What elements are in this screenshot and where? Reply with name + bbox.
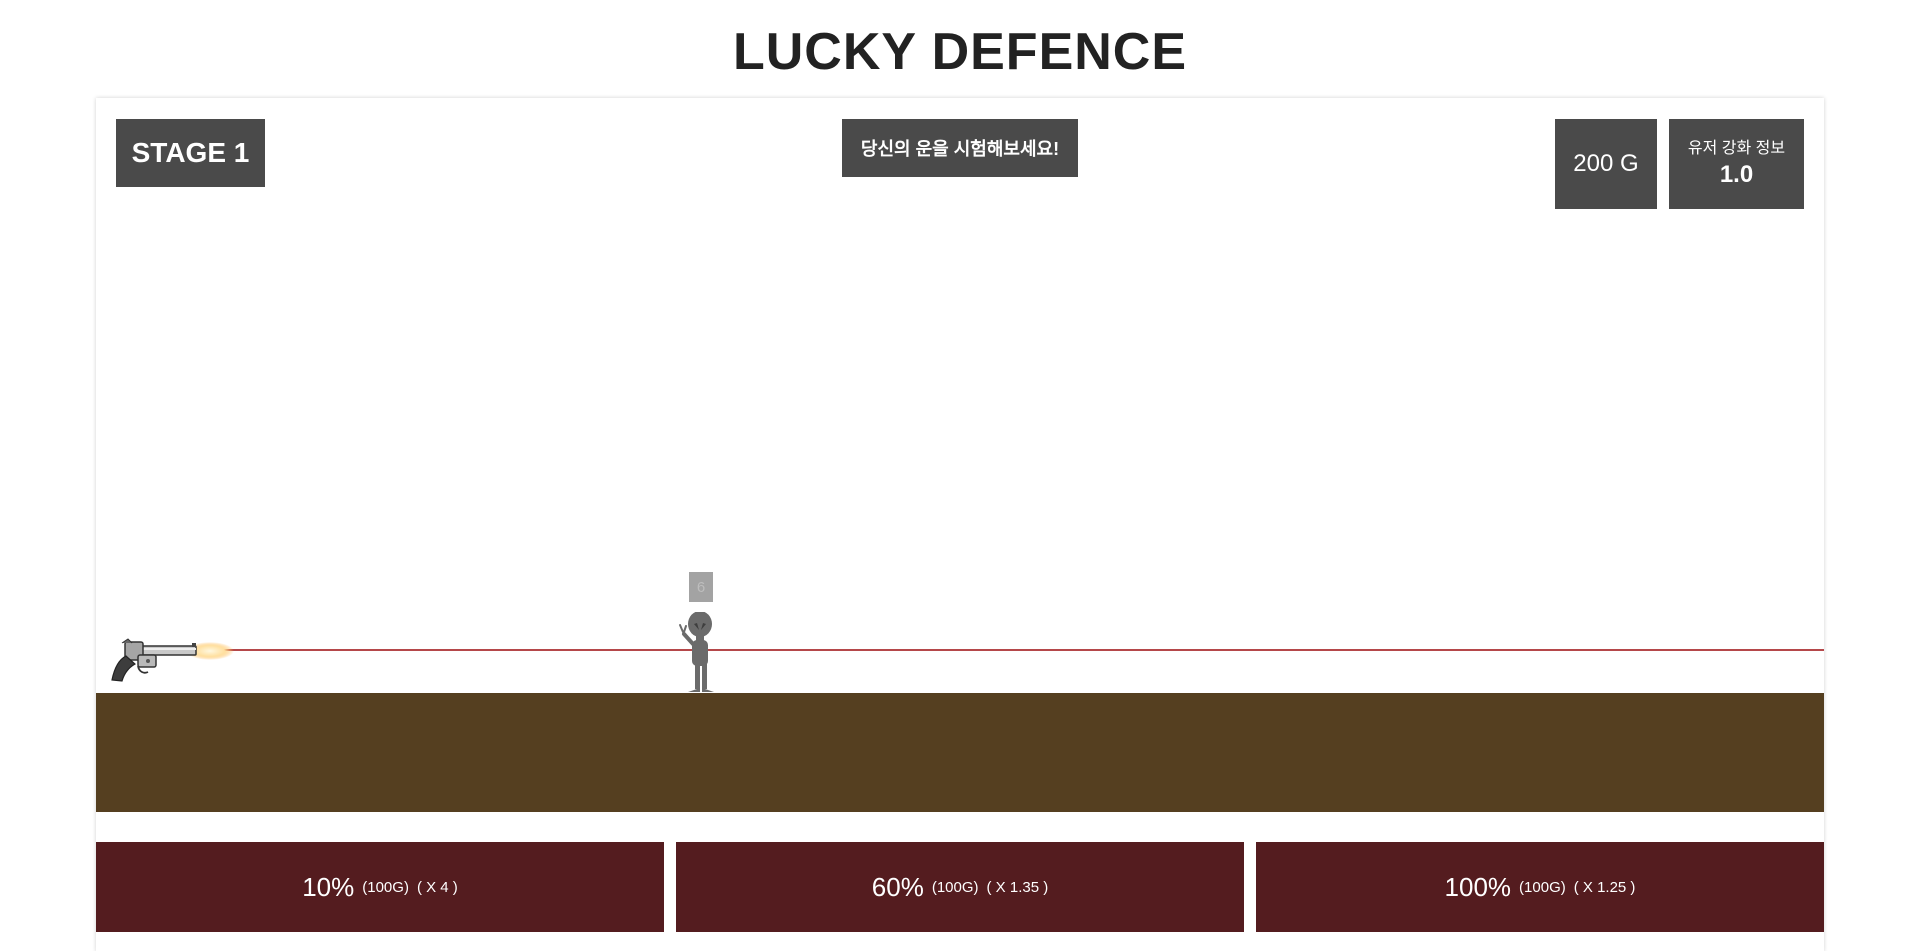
game-board: STAGE 1 당신의 운을 시험해보세요! 200 G 유저 강화 정보 1.… <box>96 98 1824 951</box>
game-title: LUCKY DEFENCE <box>732 23 1188 81</box>
alien-enemy-icon <box>679 612 714 692</box>
stage-badge: STAGE 1 <box>116 119 265 187</box>
ground <box>96 693 1824 812</box>
enemy[interactable]: 6 <box>676 572 726 694</box>
bet-options: 10% (100G) ( X 4 ) 60% (100G) ( X 1.35 )… <box>96 842 1824 932</box>
upgrade-info-label: 유저 강화 정보 <box>1687 140 1786 157</box>
bet-chance: 10% <box>302 871 355 902</box>
bet-chance: 100% <box>1444 871 1512 902</box>
laser-beam <box>206 649 1824 651</box>
bet-cost: (100G) <box>1519 878 1566 896</box>
bet-chance: 60% <box>871 871 924 902</box>
bet-multiplier: ( X 4 ) <box>416 878 458 896</box>
upgrade-info-value: 1.0 <box>1719 161 1754 188</box>
bet-multiplier: ( X 1.25 ) <box>1573 878 1636 896</box>
bet-button-10[interactable]: 10% (100G) ( X 4 ) <box>96 842 664 932</box>
user-upgrade-info: 유저 강화 정보 1.0 <box>1669 119 1804 209</box>
bet-button-60[interactable]: 60% (100G) ( X 1.35 ) <box>676 842 1244 932</box>
bet-button-100[interactable]: 100% (100G) ( X 1.25 ) <box>1256 842 1824 932</box>
bet-cost: (100G) <box>362 878 409 896</box>
gold-display: 200 G <box>1555 119 1657 209</box>
bet-multiplier: ( X 1.35 ) <box>986 878 1049 896</box>
bet-cost: (100G) <box>931 878 979 896</box>
revolver-icon <box>111 638 234 682</box>
message-box: 당신의 운을 시험해보세요! <box>842 119 1078 177</box>
enemy-hp-label: 6 <box>689 572 713 602</box>
